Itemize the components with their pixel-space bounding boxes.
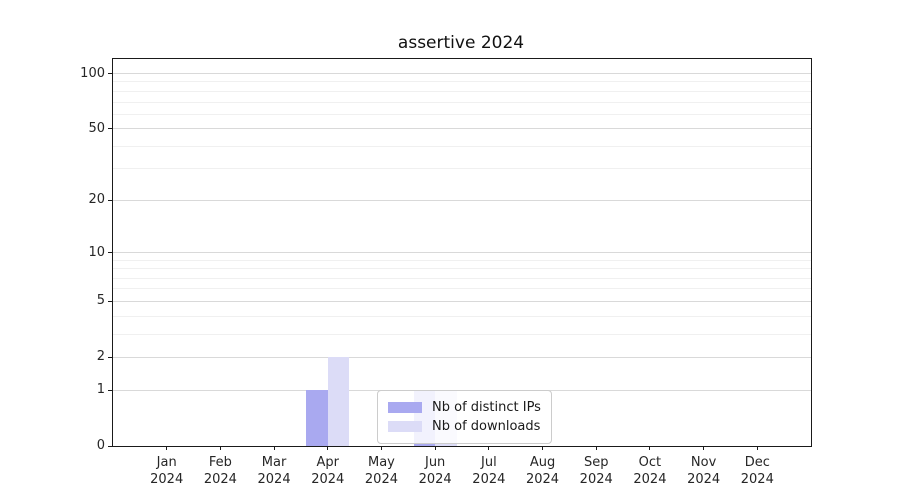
x-tick-month: Mar <box>261 455 287 470</box>
x-tick-year: 2024 <box>740 472 774 487</box>
x-axis-tick-label: May 2024 <box>339 454 423 488</box>
y-axis-tick <box>108 252 112 253</box>
legend-label-downloads: Nb of downloads <box>432 419 541 434</box>
x-axis-tick-label: Oct 2024 <box>608 454 692 488</box>
x-axis-tick-label: Nov 2024 <box>662 454 746 488</box>
x-axis-tick-label: Dec 2024 <box>715 454 799 488</box>
x-tick-year: 2024 <box>364 472 398 487</box>
x-tick-year: 2024 <box>687 472 721 487</box>
y-axis-tick <box>108 356 112 358</box>
y-axis-tick-label: 20 <box>88 192 105 208</box>
gridline-minor <box>113 81 811 83</box>
x-axis-tick-label: Jul 2024 <box>447 454 531 488</box>
x-axis-tick <box>542 446 544 450</box>
x-tick-month: Apr <box>316 455 340 470</box>
x-axis-tick <box>327 446 329 450</box>
x-tick-month: Jul <box>481 455 497 470</box>
y-axis-tick-label: 10 <box>88 244 105 260</box>
y-axis-tick-label: 100 <box>80 65 105 81</box>
x-axis-tick <box>649 446 651 450</box>
y-axis-tick <box>108 73 112 75</box>
gridline-major <box>113 128 811 130</box>
gridline-minor <box>113 113 811 115</box>
gridline-minor <box>113 288 811 290</box>
x-axis-tick <box>595 446 597 450</box>
x-tick-month: Oct <box>638 455 662 470</box>
gridline-minor <box>113 277 811 279</box>
x-tick-year: 2024 <box>525 472 560 487</box>
x-tick-year: 2024 <box>633 472 667 487</box>
x-tick-year: 2024 <box>472 472 506 487</box>
legend-row-downloads: Nb of downloads <box>388 417 541 436</box>
gridline-minor <box>113 268 811 270</box>
gridline-major <box>113 252 811 253</box>
gridline-minor <box>113 90 811 92</box>
legend-label-distinct-ips: Nb of distinct IPs <box>432 400 541 415</box>
x-tick-year: 2024 <box>257 472 291 487</box>
gridline-minor <box>113 259 811 261</box>
plot-area: Nb of distinct IPs Nb of downloads 0 1 2 5 1… <box>80 58 812 487</box>
gridline-minor <box>113 101 811 103</box>
x-tick-year: 2024 <box>579 472 613 487</box>
gridline-major <box>113 356 811 358</box>
bar-distinct-ips <box>306 390 328 446</box>
y-axis-tick <box>108 300 112 302</box>
x-tick-year: 2024 <box>150 472 184 487</box>
gridline-major <box>113 300 811 302</box>
x-axis-tick-label: Sep 2024 <box>554 454 638 488</box>
x-axis-tick <box>219 446 221 450</box>
y-axis-tick <box>108 389 112 391</box>
y-axis-tick <box>108 128 112 130</box>
y-axis-tick-label: 1 <box>96 382 105 398</box>
x-tick-year: 2024 <box>311 472 345 487</box>
x-tick-month: Jun <box>424 455 446 470</box>
gridline-minor <box>113 315 811 317</box>
gridline-major <box>113 73 811 75</box>
x-tick-year: 2024 <box>203 472 237 487</box>
x-axis-tick-label: Aug 2024 <box>501 454 585 488</box>
x-tick-year: 2024 <box>418 472 452 487</box>
bar-downloads <box>327 357 350 446</box>
gridline-major <box>113 199 811 201</box>
x-tick-month: Feb <box>208 455 232 470</box>
chart-title: assertive 2024 <box>397 33 525 53</box>
x-axis-tick-label: Feb 2024 <box>178 454 262 488</box>
x-axis-tick <box>756 446 758 450</box>
y-axis-tick-label: 5 <box>96 293 105 309</box>
x-tick-month: Dec <box>744 455 770 470</box>
x-tick-month: May <box>368 455 395 470</box>
x-axis-tick-label: Jan 2024 <box>125 454 209 488</box>
x-tick-month: Aug <box>529 455 556 470</box>
x-axis-tick <box>166 446 168 450</box>
x-axis-tick-label: Mar 2024 <box>232 454 316 488</box>
y-axis-tick <box>108 199 112 201</box>
x-axis-tick <box>380 446 382 450</box>
legend-swatch-distinct-ips <box>388 402 422 413</box>
x-axis-tick <box>434 446 436 450</box>
x-tick-month: Jan <box>156 455 177 470</box>
x-tick-month: Nov <box>690 455 717 470</box>
y-axis-tick-label: 0 <box>96 438 105 453</box>
legend: Nb of distinct IPs Nb of downloads <box>377 390 552 444</box>
gridline-minor <box>113 145 811 147</box>
x-axis-tick <box>488 446 490 450</box>
y-axis-tick <box>108 445 112 447</box>
x-axis-tick-label: Apr 2024 <box>286 454 370 488</box>
x-axis-tick-label: Jun 2024 <box>393 454 477 488</box>
gridline-minor <box>113 333 811 335</box>
legend-row-distinct-ips: Nb of distinct IPs <box>388 398 541 417</box>
y-axis-tick-label: 2 <box>96 349 105 365</box>
gridline-minor <box>113 168 811 170</box>
x-axis-tick <box>703 446 705 450</box>
legend-swatch-downloads <box>388 421 422 432</box>
x-axis-tick <box>273 446 275 450</box>
x-tick-month: Sep <box>583 455 609 470</box>
y-axis-tick-label: 50 <box>88 120 105 136</box>
